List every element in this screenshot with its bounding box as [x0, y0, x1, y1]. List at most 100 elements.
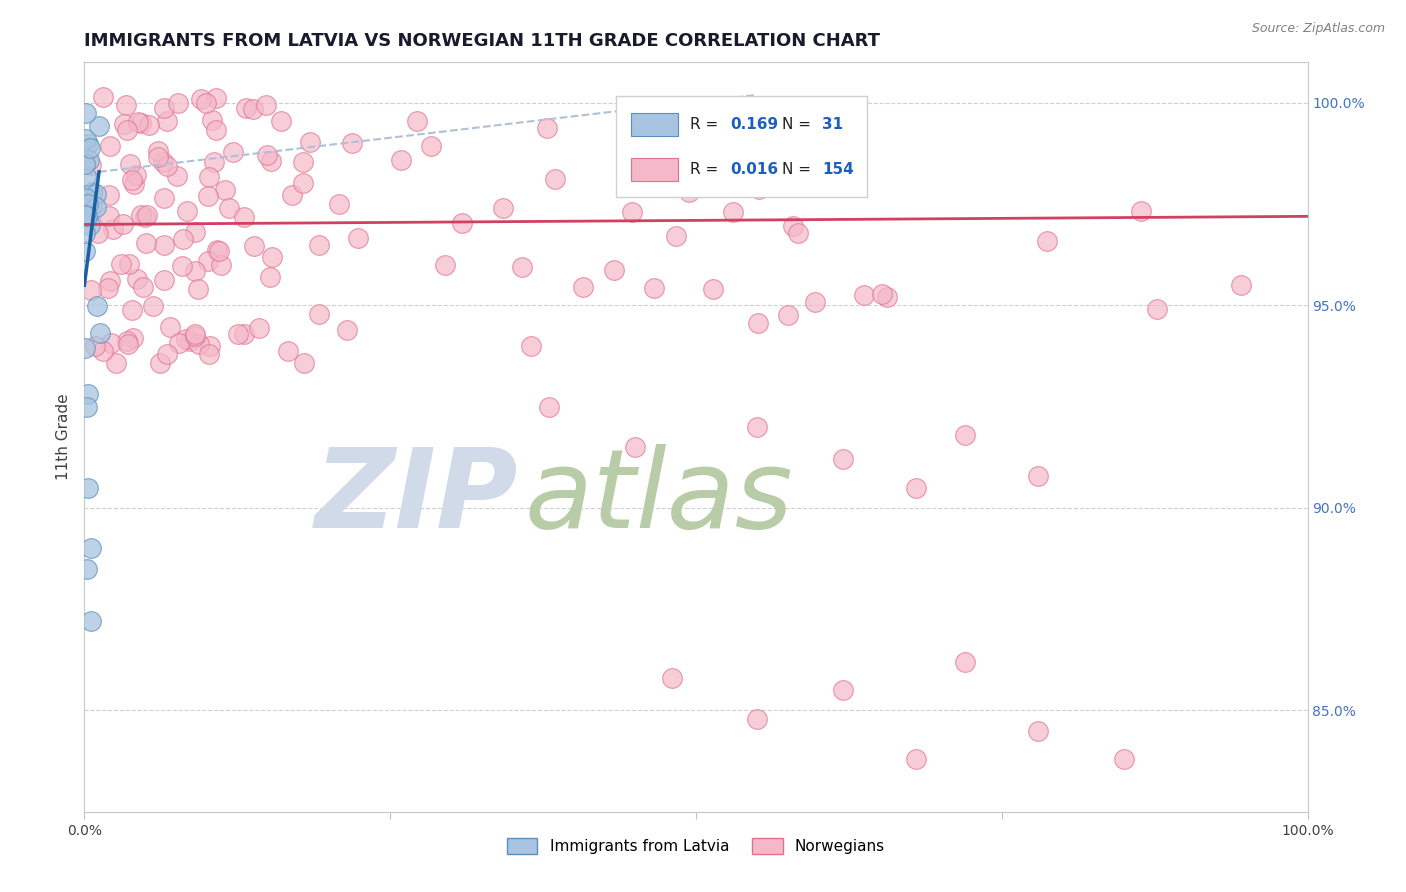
Point — [132, 279, 155, 293]
Point — [121, 173, 143, 187]
Point — [76, 211, 98, 225]
Point — [218, 201, 240, 215]
Point — [135, 235, 157, 250]
Point — [233, 327, 256, 342]
Text: 0.169: 0.169 — [730, 117, 779, 132]
Bar — [631, 159, 678, 181]
Point — [205, 123, 228, 137]
Point — [153, 191, 176, 205]
Point — [156, 113, 179, 128]
Point — [129, 116, 152, 130]
Point — [260, 154, 283, 169]
Point — [156, 347, 179, 361]
Point — [80, 283, 103, 297]
Point — [747, 316, 769, 330]
Point — [603, 262, 626, 277]
Point — [184, 327, 207, 342]
Point — [247, 321, 270, 335]
Text: R =: R = — [690, 117, 723, 132]
Point — [120, 157, 142, 171]
Point — [152, 155, 174, 169]
Point — [953, 428, 976, 442]
Point — [159, 320, 181, 334]
Point — [75, 208, 97, 222]
Point — [342, 136, 364, 151]
Point — [723, 205, 745, 219]
Point — [75, 191, 97, 205]
Point — [1230, 278, 1253, 293]
Point — [624, 440, 647, 454]
Point — [714, 179, 737, 194]
Text: 154: 154 — [823, 162, 853, 178]
Point — [195, 96, 218, 111]
Point — [876, 289, 898, 303]
Point — [242, 239, 264, 253]
Point — [747, 420, 769, 434]
Point — [1114, 752, 1136, 766]
Point — [125, 168, 148, 182]
Point — [89, 326, 111, 340]
Point — [84, 339, 107, 353]
Point — [153, 237, 176, 252]
Text: N =: N = — [782, 117, 815, 132]
Point — [291, 155, 314, 169]
Point — [520, 339, 543, 353]
Point — [197, 189, 219, 203]
Point — [226, 326, 249, 341]
Point — [347, 231, 370, 245]
Point — [209, 258, 232, 272]
Point — [665, 228, 688, 243]
Point — [804, 294, 827, 309]
Point — [84, 200, 107, 214]
Text: ZIP: ZIP — [315, 443, 519, 550]
Point — [747, 712, 769, 726]
Point — [174, 332, 197, 346]
Point — [91, 343, 114, 358]
Point — [79, 141, 101, 155]
Point — [308, 238, 330, 252]
Point — [831, 683, 853, 698]
Text: 0.016: 0.016 — [730, 162, 779, 178]
Point — [853, 288, 876, 302]
Point — [1146, 301, 1168, 316]
Point — [73, 157, 96, 171]
Point — [121, 303, 143, 318]
Text: IMMIGRANTS FROM LATVIA VS NORWEGIAN 11TH GRADE CORRELATION CHART: IMMIGRANTS FROM LATVIA VS NORWEGIAN 11TH… — [84, 32, 880, 50]
Point — [419, 139, 441, 153]
FancyBboxPatch shape — [616, 96, 868, 197]
Point — [77, 153, 100, 167]
Point — [80, 615, 103, 629]
Point — [136, 208, 159, 222]
Point — [73, 226, 96, 240]
Point — [153, 272, 176, 286]
Point — [112, 117, 135, 131]
Point — [105, 356, 128, 370]
Point — [336, 323, 359, 337]
Point — [198, 170, 221, 185]
Point — [905, 752, 928, 766]
Point — [198, 347, 221, 361]
Point — [389, 153, 412, 167]
Point — [702, 281, 724, 295]
Point — [115, 334, 138, 349]
Legend: Immigrants from Latvia, Norwegians: Immigrants from Latvia, Norwegians — [501, 832, 891, 860]
Point — [82, 198, 104, 212]
Point — [112, 217, 135, 231]
Point — [77, 481, 100, 495]
Point — [110, 257, 132, 271]
Point — [142, 299, 165, 313]
Point — [644, 148, 666, 162]
Point — [97, 188, 120, 202]
Point — [262, 250, 284, 264]
Point — [292, 176, 315, 190]
Point — [1028, 468, 1050, 483]
Point — [202, 154, 225, 169]
Point — [492, 201, 515, 215]
Point — [184, 329, 207, 343]
Point — [184, 264, 207, 278]
Point — [73, 192, 96, 206]
Point — [176, 203, 198, 218]
Point — [1036, 234, 1059, 248]
Y-axis label: 11th Grade: 11th Grade — [56, 393, 72, 481]
Point — [214, 183, 236, 197]
